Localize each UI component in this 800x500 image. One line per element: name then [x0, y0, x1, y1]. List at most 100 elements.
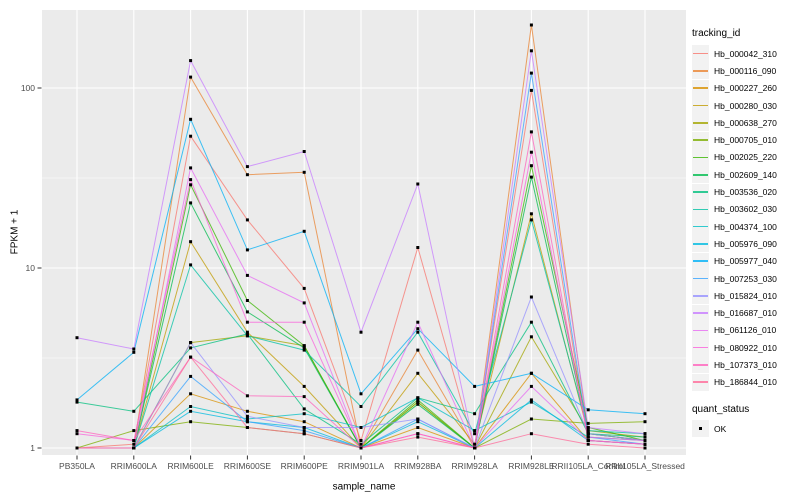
legend-items: Hb_000042_310 Hb_000116_090 Hb_000227_260 H…	[692, 45, 798, 391]
legend-label: Hb_002025_220	[714, 152, 777, 163]
legend-line-icon	[693, 346, 708, 349]
legend-label: Hb_107373_010	[714, 359, 777, 370]
legend-item: Hb_080922_010	[692, 339, 798, 357]
legend-key-swatch	[692, 321, 709, 339]
legend-label: Hb_015824_010	[714, 290, 777, 301]
legend-item: Hb_000280_030	[692, 97, 798, 115]
x-tick-labels: PB350LA RRIM600LA RRIM600LE RRIM600SE RRIM60…	[59, 461, 685, 471]
legend-line-icon	[693, 52, 708, 55]
legend-line-icon	[693, 191, 708, 193]
legend-label: Hb_000705_010	[714, 135, 777, 146]
legend-line-icon	[693, 104, 708, 107]
legend-key-swatch	[692, 356, 709, 374]
legend-key-swatch	[692, 218, 709, 236]
legend-label: Hb_016687_010	[714, 308, 777, 319]
x-tick-label: RRIM901LA	[338, 461, 385, 471]
legend-label: Hb_000042_310	[714, 48, 777, 59]
legend-label: Hb_000227_260	[714, 83, 777, 94]
x-tick-label: RRIM928LE	[508, 461, 555, 471]
legend-key-swatch	[692, 339, 709, 357]
legend-label: Hb_003536_020	[714, 187, 777, 198]
legend-key-swatch	[692, 304, 709, 322]
legend-label: Hb_002609_140	[714, 169, 777, 180]
legend-key-swatch	[692, 270, 709, 287]
legend-item: Hb_004374_100	[692, 218, 798, 236]
quant-ok-key	[692, 420, 709, 438]
legend-label: Hb_007253_030	[714, 273, 777, 284]
legend-item: Hb_000042_310	[692, 45, 798, 63]
legend-label: OK	[714, 423, 727, 434]
legend-item: Hb_186844_010	[692, 373, 798, 391]
legend-item: Hb_000227_260	[692, 79, 798, 97]
legend-line-icon	[693, 156, 708, 159]
legend-key-swatch	[692, 200, 709, 218]
legend-item-quant-ok: OK	[692, 420, 798, 438]
legend-line-icon	[693, 312, 708, 314]
legend-label: Hb_000116_090	[714, 65, 777, 76]
legend-line-icon	[693, 173, 708, 176]
legend-line-icon	[693, 243, 708, 245]
x-tick-label: RRIM928BA	[394, 461, 442, 471]
legend-item: Hb_000638_270	[692, 114, 798, 132]
legend-line-icon	[693, 122, 708, 124]
legend-item: Hb_003602_030	[692, 200, 798, 218]
gridlines	[42, 10, 686, 455]
x-tick-label: PB350LA	[59, 461, 95, 471]
legend-item: Hb_005976_090	[692, 235, 798, 253]
axis-ticks	[37, 87, 646, 460]
legend-key-swatch	[692, 114, 709, 132]
legend-label: Hb_186844_010	[714, 377, 777, 388]
legend-item: Hb_000705_010	[692, 131, 798, 149]
x-tick-label: RRIM600LA	[111, 461, 158, 471]
legend-key-swatch	[692, 62, 709, 80]
legend-label: Hb_080922_010	[714, 342, 777, 353]
y-tick-label: 1	[30, 443, 35, 453]
legend-key-swatch	[692, 373, 709, 391]
x-tick-label: RRII105LA_Stressed	[605, 461, 685, 471]
legend-line-icon	[693, 277, 708, 280]
legend-key-swatch	[692, 166, 709, 184]
x-axis-title: sample_name	[332, 481, 396, 493]
legend-key-swatch	[692, 287, 709, 305]
legend-line-icon	[693, 87, 708, 90]
legend-line-icon	[693, 329, 708, 332]
legend-label: Hb_004374_100	[714, 221, 777, 232]
legend-item: Hb_002609_140	[692, 166, 798, 184]
legend-item: Hb_005977_040	[692, 252, 798, 270]
point-marker-icon	[698, 426, 703, 431]
legend-key-swatch	[692, 45, 709, 63]
legend-label: Hb_061126_010	[714, 325, 777, 336]
legend-label: Hb_005976_090	[714, 238, 777, 249]
y-tick-labels: 1 10 100	[21, 83, 35, 453]
legend-title-tracking-id: tracking_id	[692, 28, 741, 39]
legend-key-swatch	[692, 131, 709, 149]
legend-key-swatch	[692, 252, 709, 270]
legend: tracking_id Hb_000042_310 Hb_000116_090 Hb…	[692, 28, 798, 438]
legend-item: Hb_000116_090	[692, 62, 798, 80]
legend-line-icon	[693, 295, 708, 297]
legend-line-icon	[693, 260, 708, 262]
legend-line-icon	[693, 364, 708, 366]
legend-item: Hb_016687_010	[692, 304, 798, 322]
panel-background	[42, 10, 686, 455]
legend-item: Hb_015824_010	[692, 287, 798, 305]
legend-key-swatch	[692, 235, 709, 253]
y-tick-label: 10	[26, 263, 36, 273]
legend-item: Hb_061126_010	[692, 321, 798, 339]
legend-label: Hb_000638_270	[714, 117, 777, 128]
x-tick-label: RRIM928LA	[451, 461, 498, 471]
legend-label: Hb_003602_030	[714, 204, 777, 215]
legend-key-swatch	[692, 79, 709, 97]
legend-line-icon	[693, 70, 708, 72]
legend-item: Hb_007253_030	[692, 270, 798, 287]
x-tick-label: RRII105LA_Control	[551, 461, 625, 471]
legend-title-quant-status: quant_status	[692, 403, 750, 415]
legend-line-icon	[693, 139, 708, 141]
x-tick-label: RRIM600LE	[167, 461, 214, 471]
legend-item: Hb_107373_010	[692, 356, 798, 374]
legend-label: Hb_000280_030	[714, 100, 777, 111]
legend-label: Hb_005977_040	[714, 256, 777, 267]
x-tick-label: RRIM600PE	[281, 461, 329, 471]
